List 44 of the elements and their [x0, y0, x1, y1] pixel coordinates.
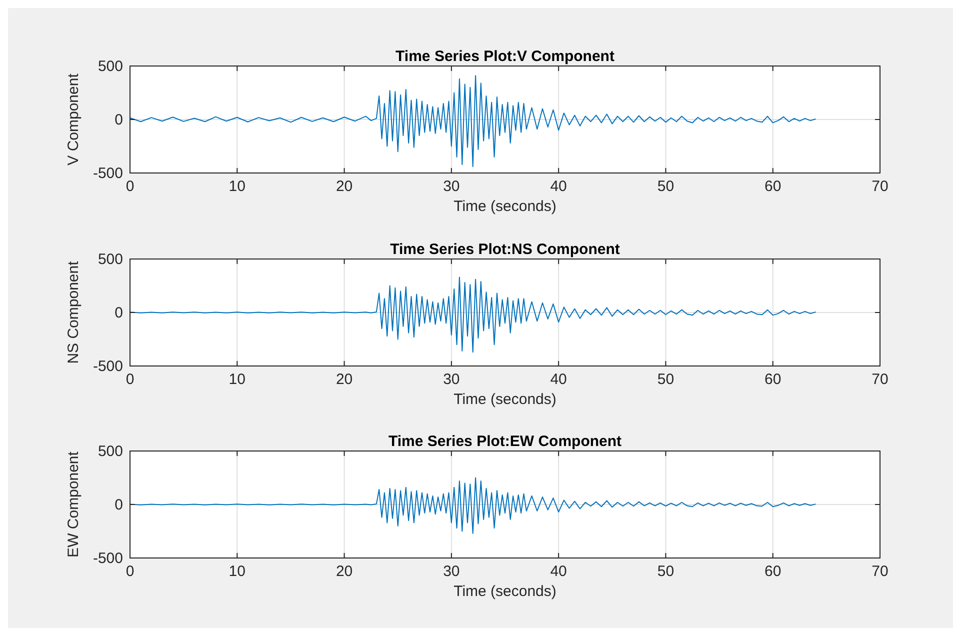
y-tick-label: 500	[98, 251, 123, 268]
chart-title: Time Series Plot:NS Component	[390, 241, 620, 258]
x-tick-label: 0	[126, 563, 134, 580]
x-tick-label: 40	[550, 178, 567, 195]
x-tick-label: 60	[764, 563, 782, 580]
x-tick-label: 60	[764, 178, 782, 195]
chart-title: Time Series Plot:EW Component	[388, 433, 622, 450]
x-tick-label: 50	[657, 178, 674, 195]
chart-title: Time Series Plot:V Component	[396, 48, 614, 65]
x-tick-label: 70	[872, 371, 888, 388]
y-tick-label: -500	[92, 165, 123, 182]
y-tick-label: -500	[92, 550, 123, 567]
line-series	[130, 276, 816, 353]
x-tick-label: 10	[228, 371, 246, 388]
x-tick-label: 70	[872, 563, 888, 580]
y-tick-label: 0	[114, 112, 123, 128]
x-tick-label: 0	[126, 178, 134, 195]
y-axis-title: EW Component	[65, 450, 82, 558]
x-tick-label: 20	[336, 178, 353, 195]
x-axis-title: Time (seconds)	[454, 391, 556, 408]
x-axis-title: Time (seconds)	[454, 583, 556, 600]
y-tick-label: 500	[98, 58, 123, 75]
x-tick-label: 60	[764, 371, 782, 388]
y-tick-label: 500	[98, 443, 123, 460]
y-tick-label: -500	[92, 358, 123, 375]
y-tick-label: 0	[114, 496, 123, 514]
x-axis-title: Time (seconds)	[454, 198, 556, 215]
x-tick-label: 40	[550, 563, 567, 580]
x-tick-label: 40	[550, 371, 567, 388]
x-tick-label: 10	[228, 178, 246, 195]
y-tick-label: 0	[114, 304, 123, 322]
y-axis-title: V Component	[65, 72, 82, 166]
x-tick-label: 10	[228, 563, 246, 580]
y-axis-title: NS Component	[65, 260, 82, 364]
line-series	[130, 75, 816, 168]
x-tick-label: 50	[657, 563, 674, 580]
x-tick-label: 0	[126, 371, 134, 388]
x-tick-label: 30	[443, 563, 460, 580]
x-tick-label: 30	[443, 371, 460, 388]
x-tick-label: 20	[336, 371, 353, 388]
x-tick-label: 70	[872, 178, 888, 195]
x-tick-label: 50	[657, 371, 674, 388]
x-tick-label: 20	[336, 563, 353, 580]
x-tick-label: 30	[443, 178, 460, 195]
